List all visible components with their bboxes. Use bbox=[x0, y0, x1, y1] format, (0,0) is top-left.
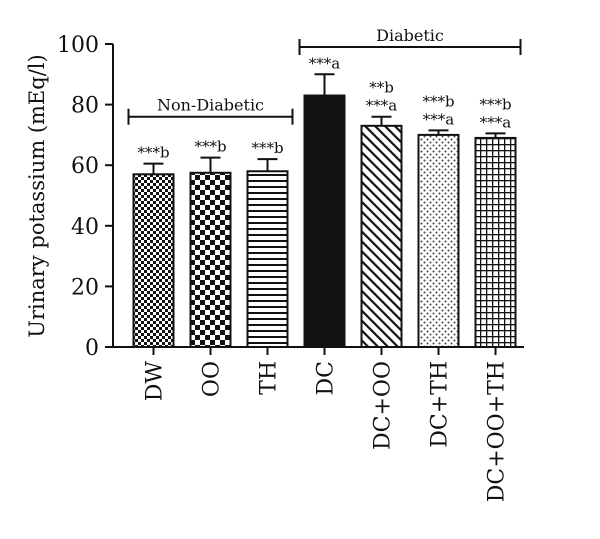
x-tick-label: OO bbox=[200, 361, 225, 397]
x-tick-label: TH bbox=[257, 361, 282, 395]
significance-label: ***b bbox=[422, 92, 454, 110]
significance-label: ***a bbox=[423, 110, 455, 128]
bar bbox=[474, 136, 517, 348]
x-tick-label: DC bbox=[314, 361, 339, 395]
y-tick-label: 20 bbox=[71, 275, 99, 300]
group-label: Diabetic bbox=[376, 26, 444, 45]
bar bbox=[189, 171, 232, 348]
y-axis-label: Urinary potassium (mEq/l) bbox=[25, 54, 49, 337]
significance-label: ***a bbox=[480, 113, 512, 131]
significance-label: **b bbox=[369, 79, 394, 97]
y-tick-label: 60 bbox=[71, 154, 99, 179]
significance-label: ***a bbox=[309, 54, 341, 72]
x-tick-label: DC+OO bbox=[371, 361, 396, 450]
y-tick-label: 100 bbox=[57, 33, 99, 58]
significance-label: ***b bbox=[137, 144, 169, 162]
bar bbox=[246, 170, 289, 348]
significance-label: ***b bbox=[479, 95, 511, 113]
significance-label: ***b bbox=[194, 138, 226, 156]
bar bbox=[417, 133, 460, 348]
significance-label: ***b bbox=[251, 139, 283, 157]
bar bbox=[360, 124, 403, 348]
x-axis: DW OO TH DC DC+OO DC+TH DC+OO+TH bbox=[113, 346, 524, 502]
y-tick-label: 80 bbox=[71, 94, 99, 119]
group-brackets: Non-Diabetic Diabetic bbox=[127, 26, 522, 125]
group-label: Non-Diabetic bbox=[157, 96, 264, 115]
bar bbox=[132, 173, 175, 348]
y-tick-label: 0 bbox=[85, 336, 99, 361]
x-tick-label: DC+OO+TH bbox=[485, 361, 510, 502]
significance-label: ***a bbox=[366, 97, 398, 115]
x-tick-label: DW bbox=[143, 361, 168, 402]
bars: ***b ***b ***b***a**b***a ***b***a***b***a bbox=[132, 54, 517, 349]
y-axis: 0 20 40 60 80 100 bbox=[57, 33, 114, 361]
y-tick-label: 40 bbox=[71, 215, 99, 240]
x-tick-label: DC+TH bbox=[428, 361, 453, 448]
bar bbox=[303, 94, 346, 349]
